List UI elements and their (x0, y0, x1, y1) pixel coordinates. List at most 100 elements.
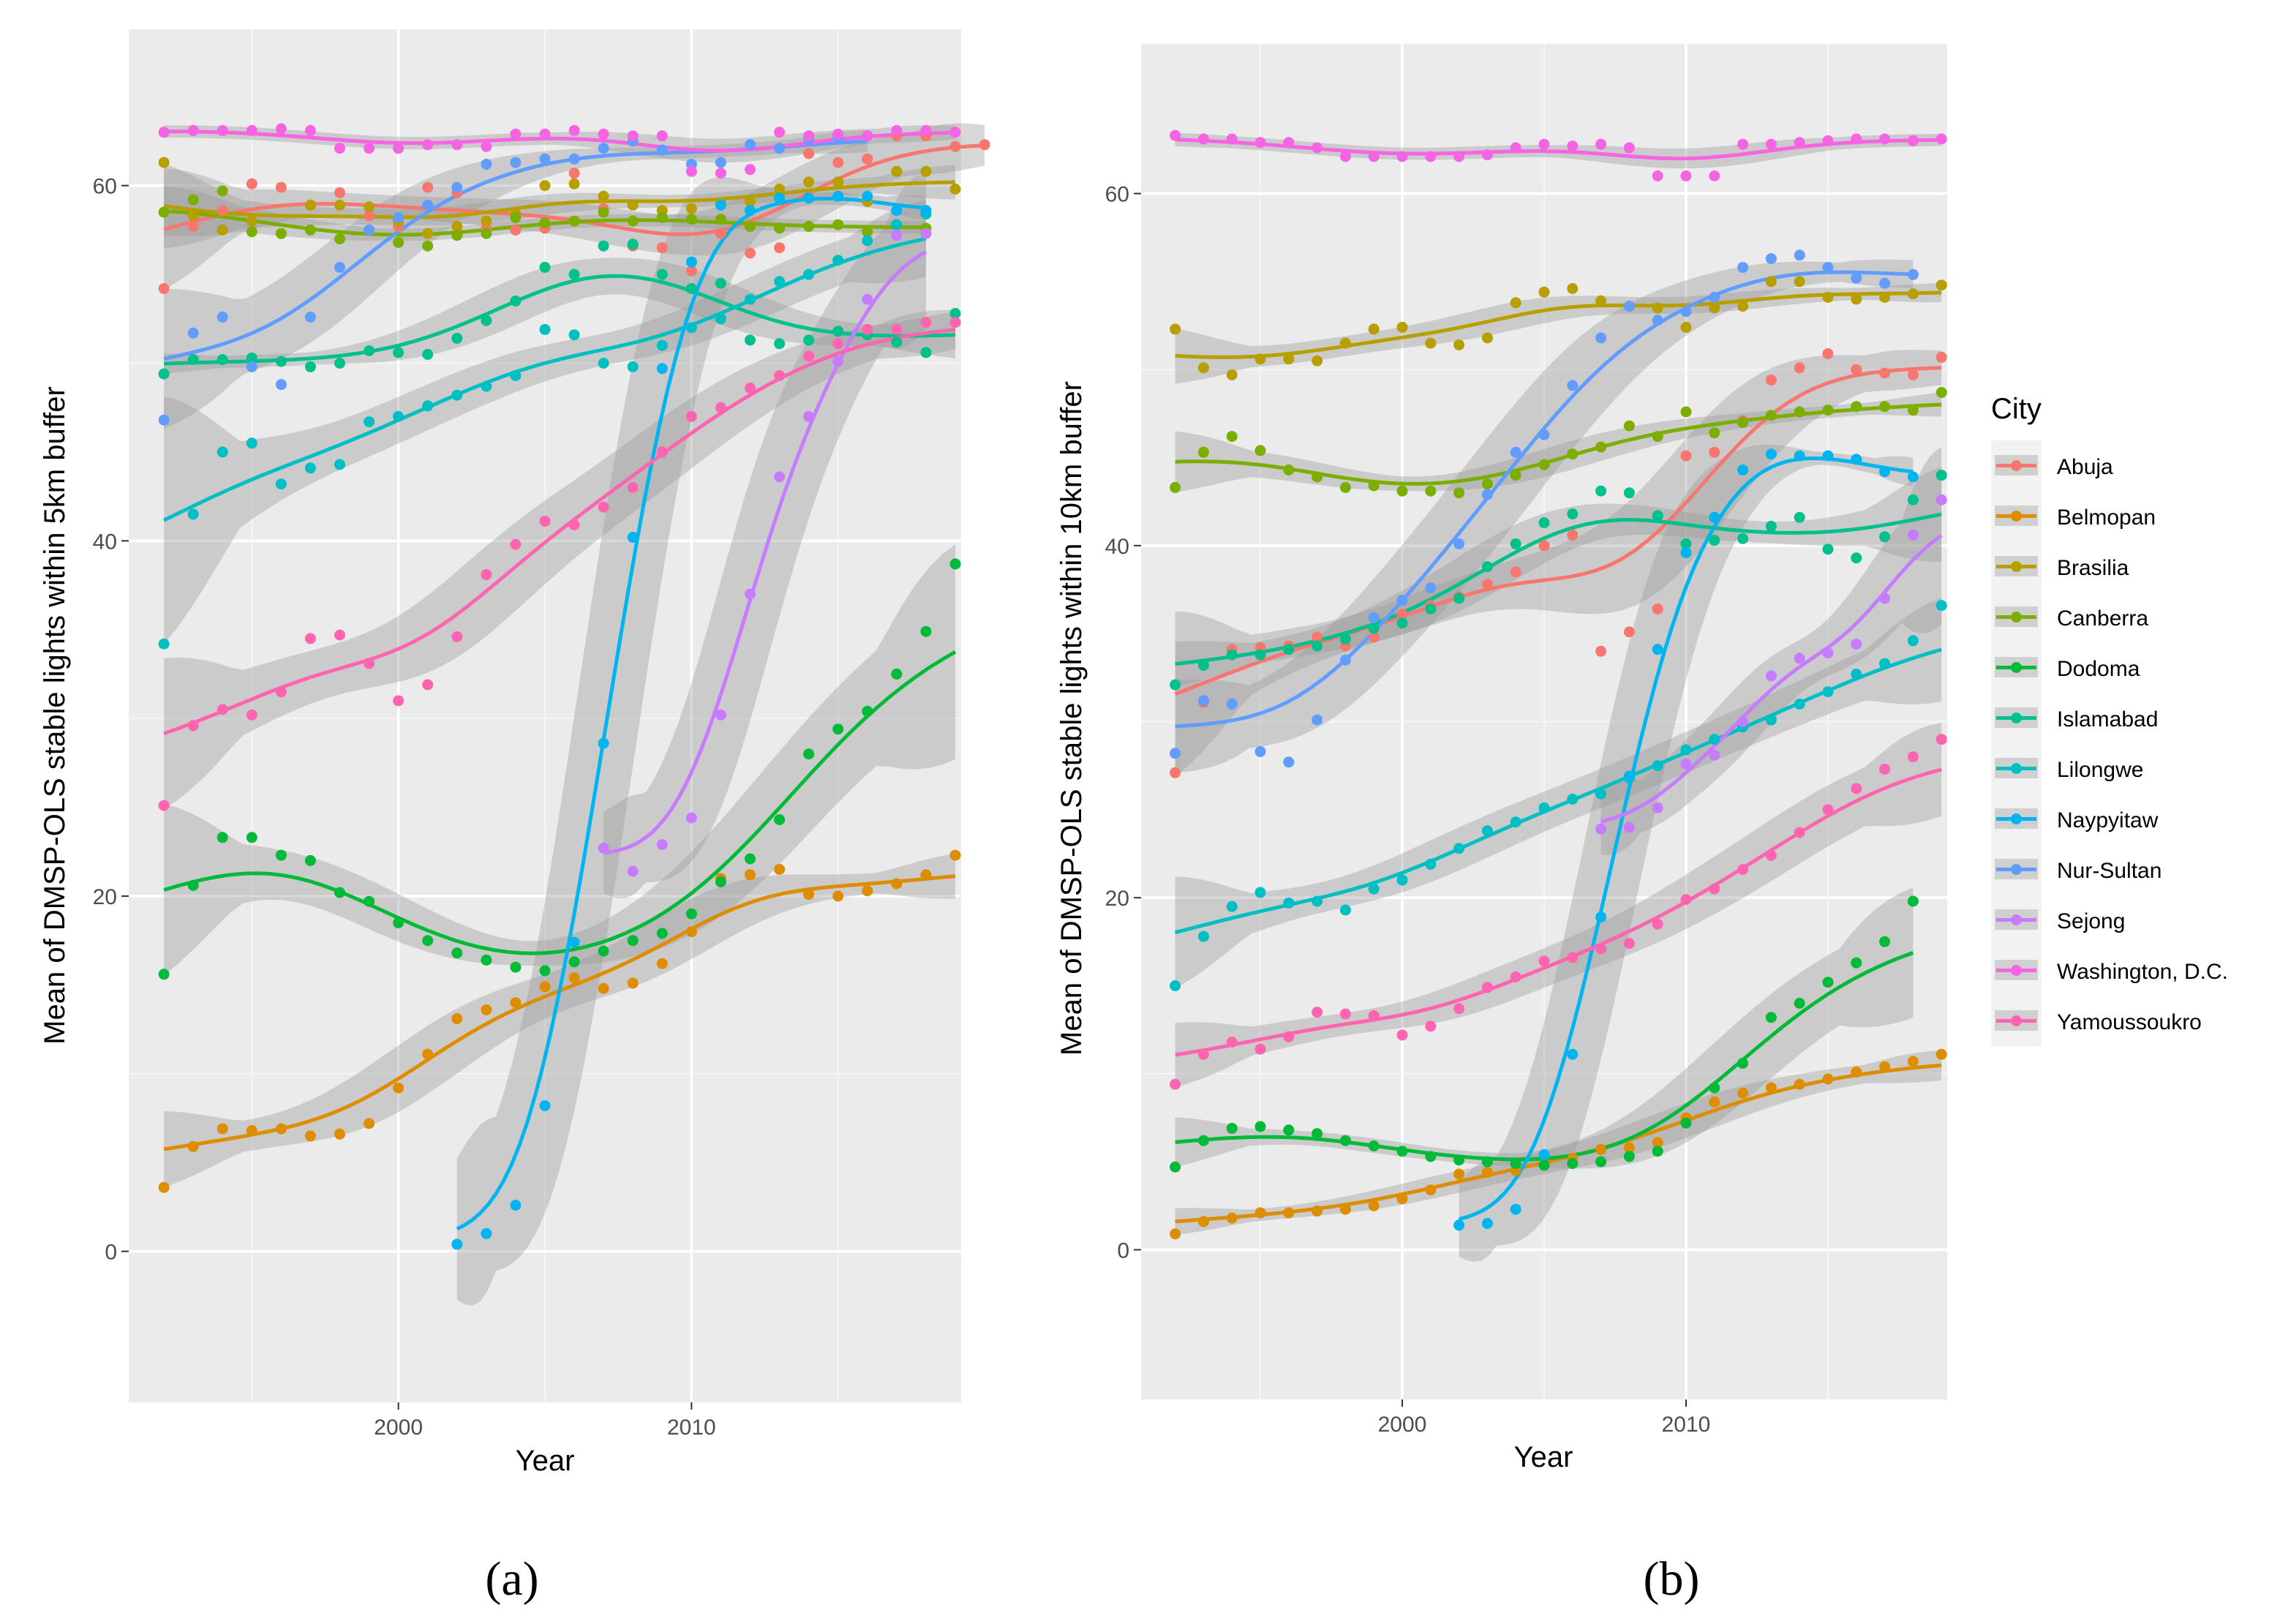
point-abuja (1595, 645, 1607, 657)
point-abuja (510, 224, 522, 236)
point-lilongwe (627, 361, 639, 372)
point-yamoussoukro (891, 323, 903, 335)
point-dodoma (1368, 1140, 1380, 1151)
legend-label: Canberra (2057, 606, 2148, 631)
point-yamoussoukro (832, 338, 844, 350)
point-islamabad (1822, 544, 1834, 555)
point-lilongwe (1907, 635, 1919, 647)
point-lilongwe (1453, 843, 1465, 854)
point-naypyitaw (656, 363, 668, 375)
point-canberra (745, 221, 756, 232)
point-canberra (1339, 481, 1351, 493)
point-washington-d-c (1339, 151, 1351, 162)
point-washington-d-c (1709, 170, 1720, 181)
point-abuja (364, 210, 375, 222)
point-yamoussoukro (920, 317, 932, 328)
point-naypyitaw (627, 532, 639, 543)
point-yamoussoukro (1935, 734, 1947, 745)
point-brasilia (1765, 276, 1777, 287)
point-yamoussoukro (1396, 1029, 1408, 1041)
point-brasilia (1453, 339, 1465, 350)
point-yamoussoukro (451, 631, 463, 642)
confidence-band-yamoussoukro (164, 309, 956, 809)
point-washington-d-c (393, 143, 405, 154)
legend-key-point (2011, 914, 2022, 925)
point-brasilia (1907, 288, 1919, 300)
point-canberra (715, 214, 726, 225)
point-naypyitaw (715, 199, 726, 211)
point-dodoma (158, 969, 170, 980)
point-belmopan (393, 1082, 405, 1094)
point-washington-d-c (1312, 142, 1323, 154)
point-canberra (803, 221, 815, 232)
point-brasilia (451, 221, 463, 232)
point-yamoussoukro (1765, 849, 1777, 861)
point-yamoussoukro (1538, 955, 1550, 967)
legend-key-point (2011, 1015, 2022, 1026)
point-abuja (422, 181, 434, 193)
point-brasilia (1425, 337, 1437, 349)
point-canberra (1567, 448, 1579, 460)
point-dodoma (510, 961, 522, 973)
point-brasilia (187, 210, 199, 222)
legend-key-point (2011, 713, 2022, 723)
point-washington-d-c (1652, 170, 1663, 181)
point-islamabad (158, 368, 170, 380)
point-lilongwe (187, 508, 199, 520)
point-belmopan (891, 878, 903, 890)
point-dodoma (1765, 1012, 1777, 1023)
point-dodoma (627, 935, 639, 947)
point-washington-d-c (304, 124, 316, 136)
point-abuja (862, 153, 873, 165)
point-naypyitaw (685, 256, 697, 268)
x-tick-label: 2000 (1378, 1413, 1427, 1437)
point-brasilia (246, 215, 257, 227)
point-yamoussoukro (393, 695, 405, 707)
point-belmopan (745, 869, 756, 881)
point-canberra (774, 222, 786, 234)
y-tick-label: 40 (1105, 535, 1129, 559)
point-canberra (568, 215, 580, 227)
point-dodoma (1425, 1151, 1437, 1162)
point-islamabad (1254, 649, 1266, 661)
point-brasilia (422, 228, 434, 239)
point-washington-d-c (158, 127, 170, 138)
point-naypyitaw (1680, 547, 1692, 558)
point-washington-d-c (1538, 138, 1550, 150)
point-lilongwe (539, 323, 551, 335)
point-abuja (1907, 369, 1919, 380)
point-abuja (1623, 626, 1635, 638)
point-nur-sultan (510, 157, 522, 168)
point-belmopan (1822, 1073, 1834, 1085)
point-belmopan (1197, 1216, 1209, 1228)
point-nur-sultan (1226, 698, 1238, 710)
point-yamoussoukro (364, 658, 375, 669)
confidence-band-yamoussoukro (1175, 722, 1942, 1087)
point-abuja (832, 157, 844, 168)
point-sejong (1907, 529, 1919, 541)
point-canberra (275, 228, 287, 239)
legend-label: Brasilia (2057, 556, 2129, 580)
point-yamoussoukro (1368, 1010, 1380, 1021)
point-nur-sultan (1680, 306, 1692, 317)
point-islamabad (1368, 623, 1380, 634)
legend-label: Dodoma (2057, 657, 2140, 681)
point-belmopan (1481, 1167, 1493, 1178)
legend-key-point (2011, 612, 2022, 623)
point-brasilia (1368, 323, 1380, 335)
point-yamoussoukro (1283, 1031, 1295, 1042)
point-dodoma (1794, 998, 1805, 1009)
point-naypyitaw (1822, 450, 1834, 462)
point-nur-sultan (1339, 654, 1351, 666)
point-sejong (1822, 647, 1834, 659)
trend-line-naypyitaw (1458, 456, 1914, 1222)
confidence-band-washington-d-c (164, 125, 956, 163)
point-sejong (920, 228, 932, 239)
point-yamoussoukro (949, 317, 961, 328)
point-belmopan (1312, 1206, 1323, 1217)
point-sejong (1879, 593, 1891, 604)
point-washington-d-c (862, 130, 873, 142)
point-naypyitaw (774, 192, 786, 204)
point-dodoma (745, 853, 756, 865)
point-washington-d-c (187, 124, 199, 136)
